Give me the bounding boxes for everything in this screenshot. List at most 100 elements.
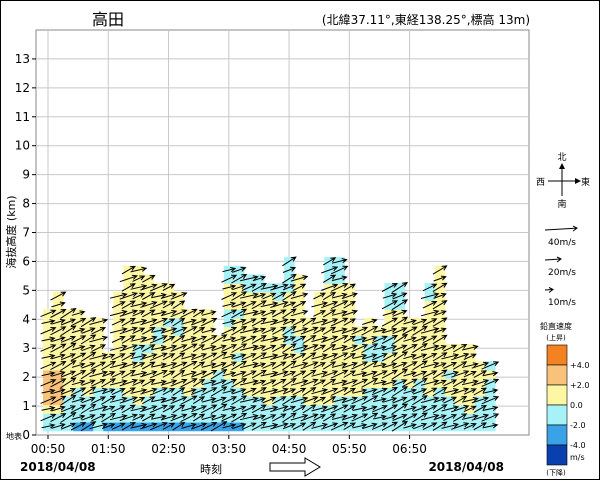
wind-arrow (300, 378, 319, 387)
wind-arrow (109, 344, 128, 351)
wind-arrow (300, 361, 319, 370)
wind-arrow (372, 379, 387, 385)
wind-arrow (420, 413, 440, 421)
wind-arrow (111, 388, 126, 396)
wind-arrow (70, 404, 87, 414)
wind-arrow (40, 396, 57, 404)
wind-arrow (311, 353, 329, 360)
wind-arrow (181, 422, 197, 429)
wind-arrow (132, 414, 146, 421)
compass-north-arrow-icon (559, 163, 565, 169)
wind-arrow (282, 343, 297, 354)
wind-arrow (292, 283, 307, 292)
y-tick-label: 13 (15, 52, 30, 66)
wind-arrow (321, 300, 339, 309)
wind-arrow (181, 370, 197, 377)
wind-arrow (432, 404, 448, 414)
wind-arrow (91, 413, 107, 422)
wind-arrow (241, 405, 257, 413)
wind-arrow (391, 333, 409, 345)
wind-arrow (362, 336, 378, 343)
wind-arrow (231, 326, 248, 336)
wind-arrow (352, 353, 368, 359)
y-tick-label: 12 (15, 81, 30, 95)
wind-arrow (432, 352, 448, 362)
wind-arrow (292, 353, 307, 361)
wind-arrow (302, 317, 317, 327)
wind-arrow (330, 421, 349, 431)
wind-arrow (420, 361, 440, 369)
wind-arrow (60, 307, 77, 319)
wind-arrow (81, 414, 96, 421)
wind-arrow (40, 344, 57, 352)
wind-arrow (91, 379, 107, 387)
wind-arrow (471, 396, 490, 404)
wind-arrow (232, 423, 247, 430)
wind-arrow (260, 318, 279, 325)
wind-arrow (121, 335, 136, 344)
x-tick-label: 02:50 (151, 442, 186, 456)
wind-arrow (392, 309, 408, 317)
wind-arrow (191, 353, 208, 361)
wind-arrow (150, 317, 168, 327)
wind-arrow (322, 274, 337, 283)
wind-arrow (463, 423, 477, 430)
wind-arrow (132, 292, 146, 300)
wind-arrow (422, 335, 438, 344)
wind-arrow (150, 387, 168, 396)
wind-arrow (151, 292, 167, 299)
wind-arrow (432, 386, 448, 397)
wind-arrow (402, 344, 418, 353)
wind-arrow (221, 274, 238, 283)
wind-arrow (109, 396, 128, 403)
wind-arrow (422, 405, 438, 413)
wind-arrow (392, 327, 408, 335)
wind-arrow (252, 327, 267, 334)
wind-arrow (311, 422, 329, 429)
wind-arrow (451, 370, 470, 378)
wind-arrow (473, 387, 487, 396)
wind-arrow (41, 405, 56, 412)
wind-arrow (200, 318, 218, 327)
vv-legend-title: 鉛直速度 (540, 321, 572, 331)
wind-arrow (210, 421, 228, 432)
wind-arrow (109, 309, 128, 317)
wind-arrow (262, 362, 277, 369)
wind-arrow (343, 301, 356, 309)
wind-arrow (351, 396, 369, 405)
wind-arrow (321, 283, 339, 291)
wind-arrow (270, 353, 289, 360)
wind-arrow (341, 292, 358, 300)
speed-legend-arrow (544, 287, 554, 293)
wind-arrow (142, 344, 156, 353)
wind-arrow (331, 258, 348, 264)
wind-arrow (392, 361, 408, 369)
wind-arrow (181, 405, 197, 412)
wind-arrow (251, 369, 267, 379)
wind-arrow (111, 353, 126, 361)
ground-label: 地表 (6, 431, 22, 441)
wind-arrow (403, 336, 417, 342)
wind-arrow (321, 370, 339, 378)
compass-legend: 北 南 西 東 (536, 152, 590, 210)
wind-arrow (151, 397, 167, 403)
wind-arrow (119, 361, 138, 369)
wind-arrow (432, 265, 448, 275)
wind-arrow (192, 344, 206, 353)
wind-arrow (272, 413, 287, 422)
wind-arrow (222, 423, 237, 429)
wind-arrow (71, 362, 86, 368)
wind-arrow (130, 370, 148, 377)
wind-arrow (151, 327, 167, 333)
wind-arrow (221, 379, 238, 387)
wind-arrow (473, 422, 487, 431)
wind-arrow (109, 379, 128, 386)
wind-arrow (422, 387, 438, 396)
wind-arrow (101, 378, 117, 388)
wind-arrow (251, 300, 267, 310)
wind-arrow (260, 422, 279, 429)
y-tick-label: 6 (22, 254, 30, 268)
wind-arrow (140, 283, 158, 291)
speed-legend-label: 10m/s (548, 298, 576, 308)
vv-color-swatch (546, 344, 568, 366)
